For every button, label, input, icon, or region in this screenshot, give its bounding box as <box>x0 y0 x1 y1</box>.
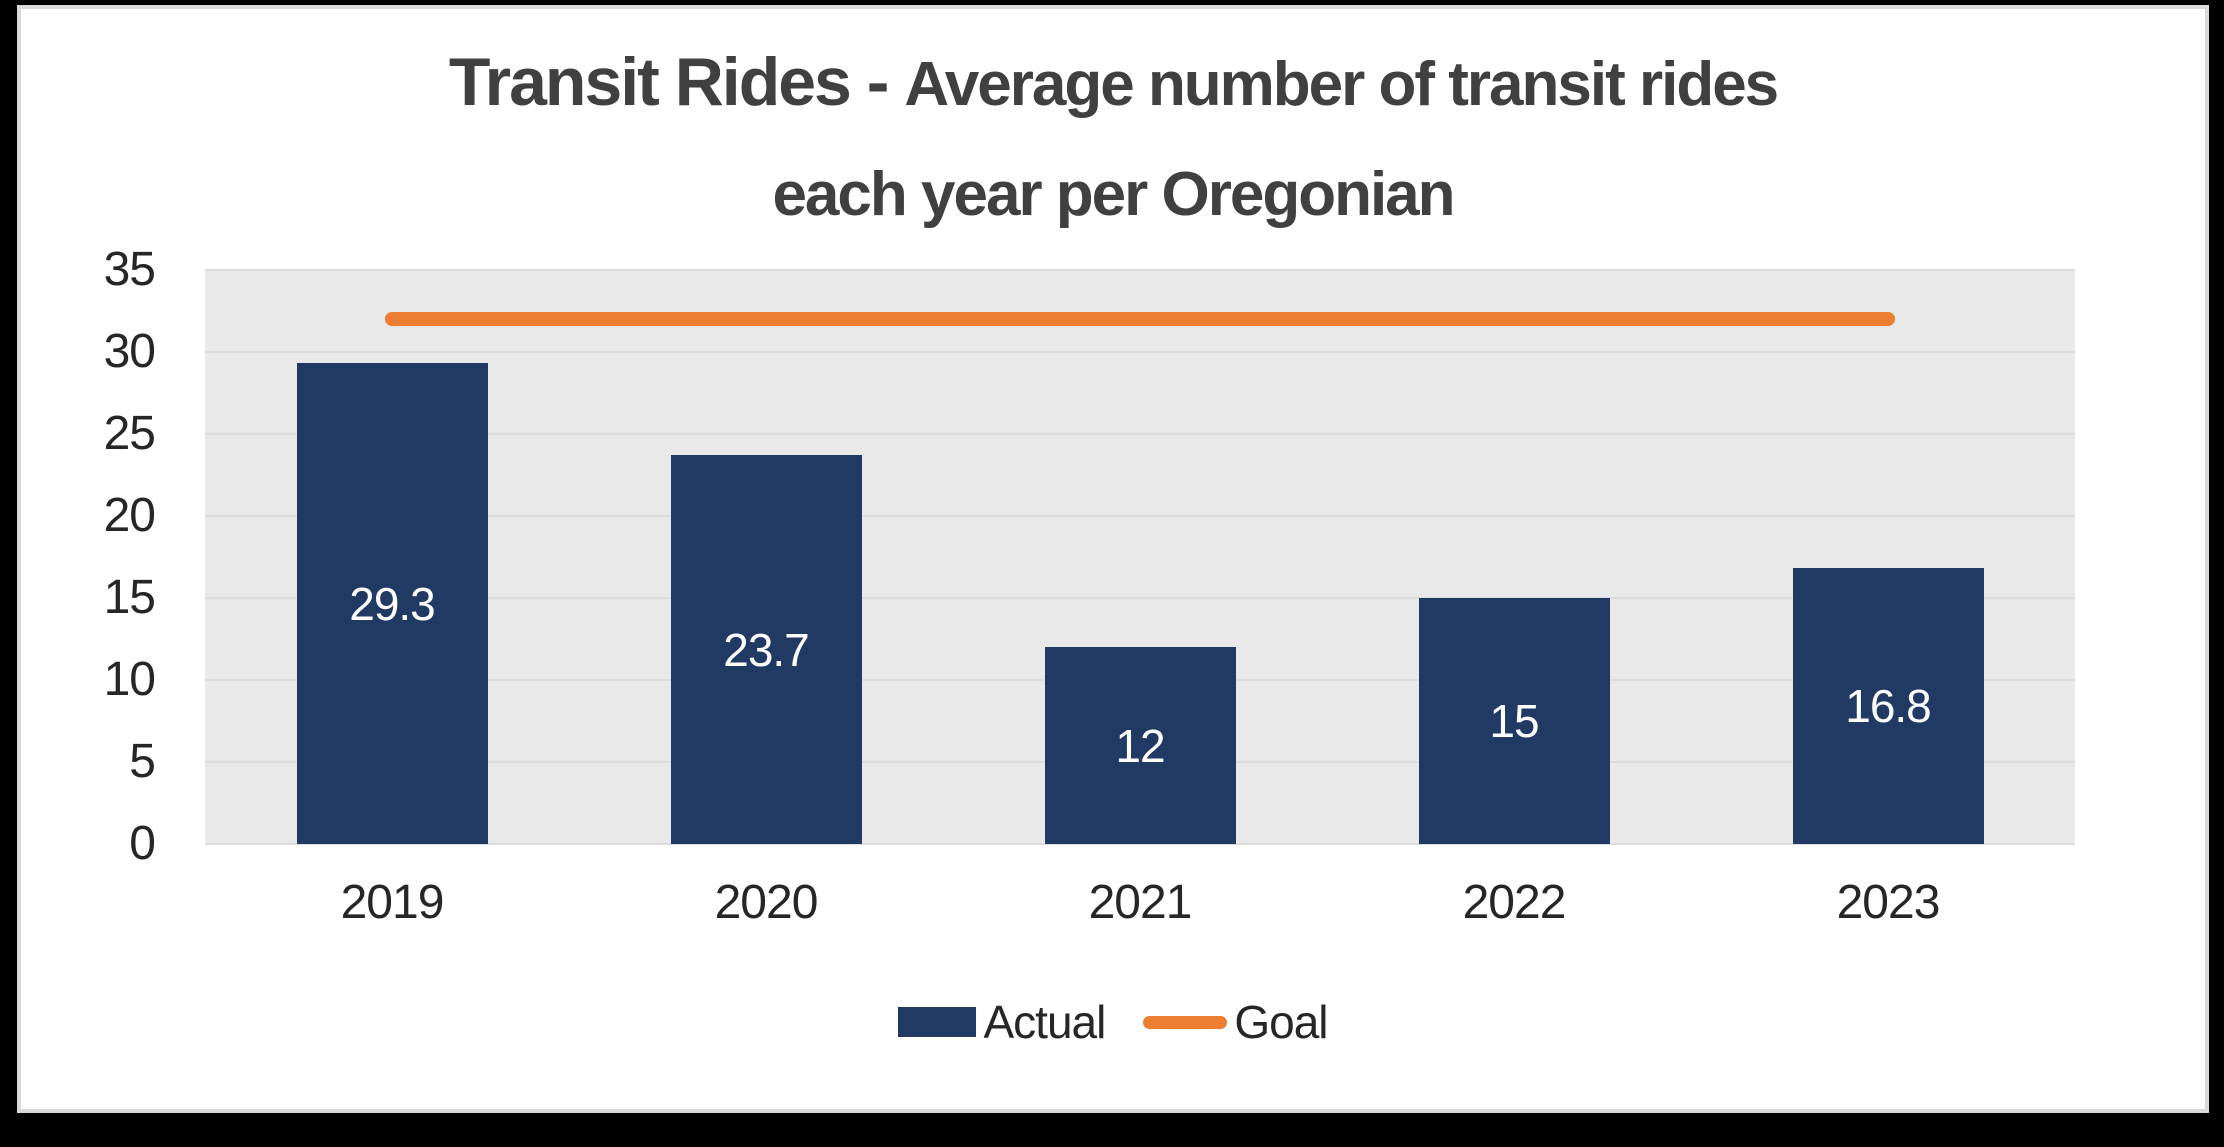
bar-2019: 29.3 <box>296 363 488 844</box>
y-axis-tick-label: 35 <box>103 243 156 296</box>
bar-2021: 12 <box>1044 647 1236 844</box>
legend-swatch-actual <box>898 1007 977 1037</box>
legend-label-actual: Actual <box>983 996 1106 1048</box>
chart-card: Transit Rides - Average number of transi… <box>17 5 2209 1113</box>
gridline <box>205 843 2075 845</box>
gridline <box>205 433 2075 435</box>
bar-2023: 16.8 <box>1792 568 1984 844</box>
plot-area: 29.3 23.7 12 15 16.8 <box>205 269 2075 845</box>
title-main: Transit Rides - <box>448 44 905 120</box>
bar-value-label: 15 <box>1489 695 1539 747</box>
bar-value-label: 29.3 <box>349 577 436 630</box>
y-axis-tick-label: 10 <box>103 653 156 706</box>
x-axis-category-label: 2020 <box>714 876 819 929</box>
chart-title: Transit Rides - Average number of transi… <box>21 27 2205 250</box>
x-axis-labels: 2019 2020 2021 2022 2023 <box>205 875 2075 935</box>
x-axis-category-label: 2022 <box>1462 876 1567 929</box>
legend-swatch-goal <box>1143 1015 1228 1029</box>
goal-line <box>385 312 1895 327</box>
x-axis-category-label: 2019 <box>340 876 445 929</box>
bar-value-label: 23.7 <box>723 623 810 676</box>
gridline <box>205 515 2075 517</box>
title-line-2: each year per Oregonian <box>772 160 1455 229</box>
legend-item-actual: Actual <box>898 995 1106 1049</box>
y-axis-labels: 35 30 25 20 15 10 5 0 <box>21 243 156 870</box>
title-subtitle: Average number of transit rides <box>904 50 1779 119</box>
bar-value-label: 12 <box>1115 719 1165 772</box>
x-axis-category-label: 2021 <box>1088 876 1193 929</box>
title-line-1: Transit Rides - Average number of transi… <box>21 27 2205 140</box>
y-axis-tick-label: 5 <box>129 735 156 788</box>
y-axis-tick-label: 25 <box>103 407 156 460</box>
legend-item-goal: Goal <box>1143 995 1329 1049</box>
legend: Actual Goal <box>21 995 2205 1049</box>
bar-value-label: 16.8 <box>1845 680 1932 733</box>
bar-2022: 15 <box>1418 598 1610 844</box>
x-axis-category-label: 2023 <box>1836 876 1941 929</box>
y-axis-tick-label: 0 <box>129 817 156 870</box>
gridline <box>205 351 2075 353</box>
gridline <box>205 269 2075 271</box>
legend-label-goal: Goal <box>1234 996 1328 1048</box>
gridline <box>205 597 2075 599</box>
y-axis-tick-label: 30 <box>103 325 156 378</box>
bar-2020: 23.7 <box>670 455 862 844</box>
y-axis-tick-label: 20 <box>103 489 156 542</box>
y-axis-tick-label: 15 <box>103 571 156 624</box>
